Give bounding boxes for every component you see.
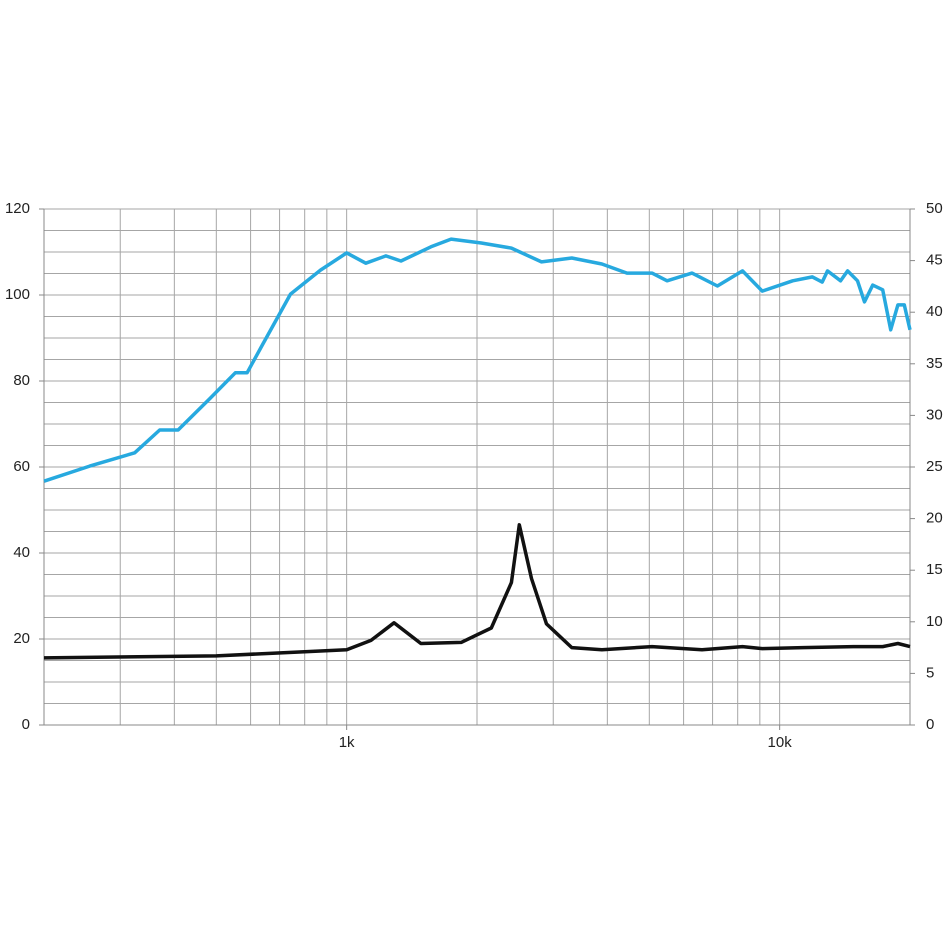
y-tick-label: 100	[5, 286, 30, 303]
y2-tick-label: 35	[926, 355, 943, 372]
y-tick-label: 40	[13, 544, 30, 561]
series-line	[43, 523, 911, 660]
y-tick-label: 20	[13, 630, 30, 647]
x-tick-label: 1k	[339, 734, 355, 751]
y2-tick-label: 50	[926, 200, 943, 217]
x-tick-label: 10k	[768, 734, 793, 751]
y-tick-label: 0	[22, 716, 30, 733]
y2-tick-label: 40	[926, 303, 943, 320]
y2-tick-label: 20	[926, 510, 943, 527]
y2-tick-label: 30	[926, 406, 943, 423]
y2-tick-label: 45	[926, 252, 943, 269]
y-tick-label: 80	[13, 372, 30, 389]
y2-tick-label: 10	[926, 613, 943, 630]
y2-tick-label: 0	[926, 716, 934, 733]
y2-tick-label: 25	[926, 458, 943, 475]
y2-tick-label: 5	[926, 664, 934, 681]
y-tick-label: 120	[5, 200, 30, 217]
y2-tick-label: 15	[926, 561, 943, 578]
series-line	[43, 237, 912, 483]
y-tick-label: 60	[13, 458, 30, 475]
